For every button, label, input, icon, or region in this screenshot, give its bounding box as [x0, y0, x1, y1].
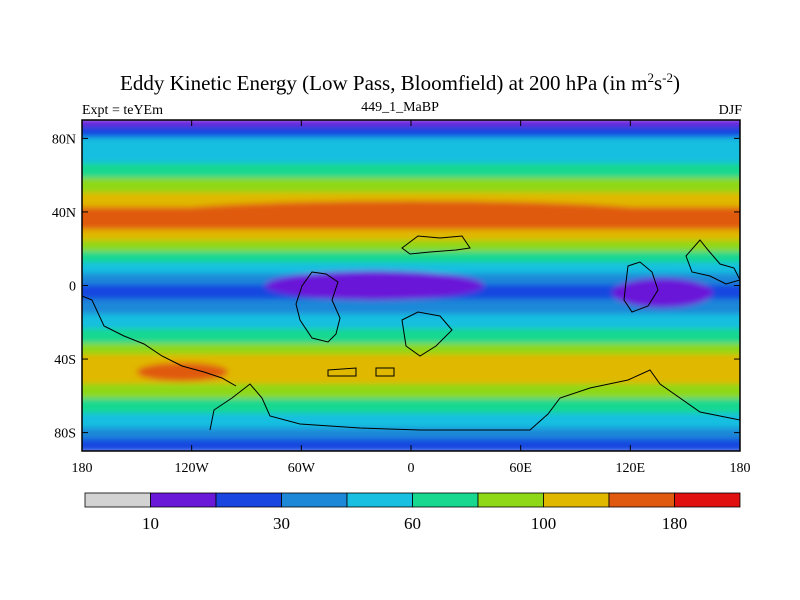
- y-tick-label: 40N: [52, 206, 76, 221]
- coastline-western-margin: [82, 295, 237, 387]
- colorbar-swatch: [346, 492, 413, 508]
- field-band: [82, 240, 740, 254]
- x-tick-label: 120W: [175, 461, 210, 476]
- coastline-southern-islands: [327, 367, 395, 377]
- field-smooth: [82, 120, 740, 451]
- x-tick-label: 180: [72, 461, 93, 476]
- field-band: [82, 137, 740, 155]
- colorbar-swatch: [543, 492, 610, 508]
- colorbar-label: 60: [404, 514, 421, 533]
- title-sup-2: -2: [662, 70, 673, 85]
- y-tick-label: 80S: [54, 427, 76, 442]
- field-band: [82, 126, 740, 140]
- colorbar-swatch: [150, 492, 217, 508]
- colorbar-swatch: [674, 492, 741, 508]
- field-band: [82, 383, 740, 401]
- season-label: DJF: [718, 103, 742, 118]
- field-band: [82, 369, 740, 386]
- field-band: [82, 427, 740, 441]
- field-band: [82, 163, 740, 180]
- run-id-label: 449_1_MaBP: [361, 100, 439, 115]
- coastline-africa: [401, 311, 453, 357]
- chart-title: Eddy Kinetic Energy (Low Pass, Bloomfiel…: [0, 70, 800, 96]
- field-band: [82, 177, 740, 195]
- experiment-label: Expt = teYEm: [82, 103, 163, 118]
- tropical-minimum-west-pacific: [612, 278, 713, 308]
- title-mid: s: [653, 71, 663, 95]
- coastline-north-africa: [401, 235, 471, 255]
- southern-jet-core: [136, 362, 229, 382]
- coastline-australia: [623, 261, 659, 313]
- field-band: [82, 152, 740, 166]
- title-prefix: Eddy Kinetic Energy (Low Pass, Bloomfiel…: [120, 71, 648, 95]
- y-tick-label: 0: [69, 280, 76, 295]
- title-suffix: ): [672, 71, 680, 95]
- field-band: [82, 398, 740, 416]
- colorbar-label: 30: [273, 514, 290, 533]
- field-band: [82, 328, 740, 346]
- field-band: [82, 299, 740, 316]
- x-tick-label: 60W: [288, 461, 316, 476]
- colorbar-label: 180: [662, 514, 688, 533]
- x-tick-label: 180: [730, 461, 751, 476]
- colorbar-swatch: [608, 492, 675, 508]
- field-band: [82, 251, 740, 265]
- coastline-antarctica: [209, 369, 740, 431]
- northern-jet-core: [155, 200, 667, 227]
- x-tick-label: 0: [408, 461, 415, 476]
- tropical-low-band: [264, 270, 485, 301]
- colorbar-swatch: [84, 492, 151, 508]
- x-axis: 180 120W 60W 0 60E 120E 180: [72, 120, 751, 476]
- field-band: [82, 313, 740, 331]
- field-band: [82, 413, 740, 430]
- colorbar-swatch: [477, 492, 544, 508]
- field-layer: [82, 120, 740, 451]
- coastline-layer: [82, 235, 740, 431]
- y-axis: 80N 40N 0 40S 80S: [52, 132, 740, 442]
- coastline-south-america: [295, 271, 341, 343]
- colorbar-swatch: [281, 492, 348, 508]
- colorbar: 10 30 60 100 180: [84, 492, 741, 533]
- x-tick-label: 120E: [616, 461, 646, 476]
- field-band: [82, 229, 740, 243]
- coastline-east-asia: [685, 239, 740, 285]
- colorbar-label: 100: [531, 514, 557, 533]
- y-tick-label: 40S: [54, 353, 76, 368]
- y-tick-label: 80N: [52, 132, 76, 147]
- field-band: [82, 354, 740, 372]
- x-tick-label: 60E: [509, 461, 532, 476]
- colorbar-label: 10: [142, 514, 159, 533]
- field-band: [82, 438, 740, 451]
- title-sup-1: 2: [647, 70, 654, 85]
- field-band: [82, 262, 740, 276]
- colorbar-swatch: [215, 492, 282, 508]
- colorbar-swatch: [412, 492, 479, 508]
